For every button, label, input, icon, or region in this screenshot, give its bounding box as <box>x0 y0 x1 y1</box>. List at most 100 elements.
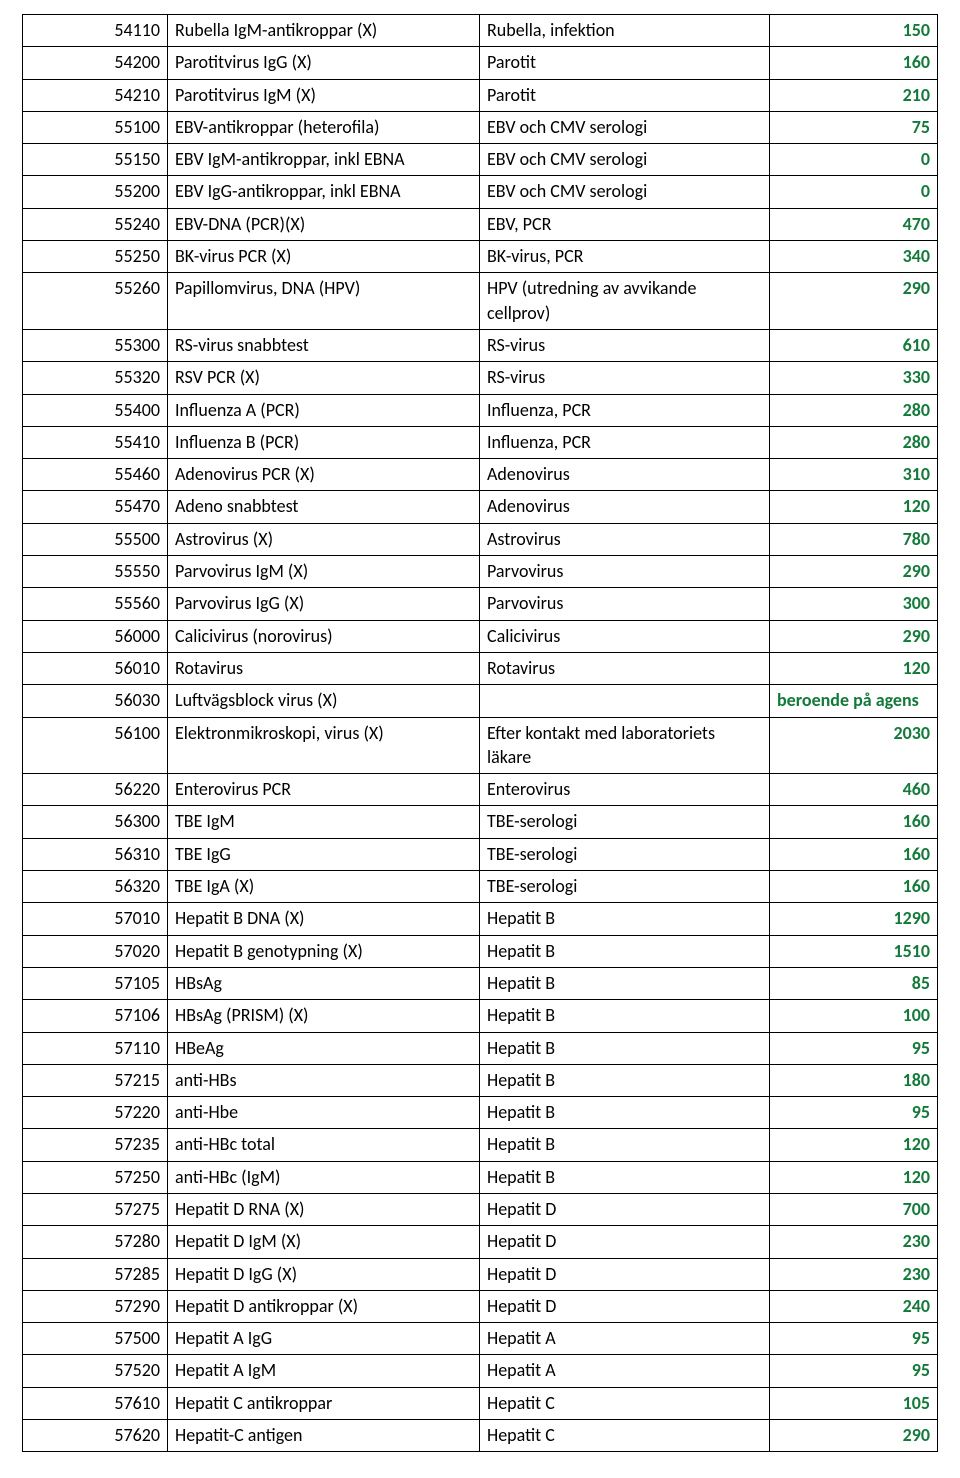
price-cell: 290 <box>770 1420 938 1452</box>
price-cell: 2030 <box>770 717 938 774</box>
code-cell: 55460 <box>23 459 168 491</box>
code-cell: 57620 <box>23 1420 168 1452</box>
category-cell: Influenza, PCR <box>480 394 770 426</box>
category-cell: Hepatit C <box>480 1387 770 1419</box>
price-cell: 95 <box>770 1032 938 1064</box>
name-cell: anti-HBs <box>168 1064 480 1096</box>
table-row: 57620Hepatit-C antigenHepatit C290 <box>23 1420 938 1452</box>
code-cell: 57105 <box>23 967 168 999</box>
price-cell: 340 <box>770 241 938 273</box>
category-cell: Hepatit B <box>480 903 770 935</box>
price-cell: 160 <box>770 838 938 870</box>
category-cell: Rubella, infektion <box>480 15 770 47</box>
price-cell: 330 <box>770 362 938 394</box>
category-cell: Hepatit D <box>480 1290 770 1322</box>
price-cell: 150 <box>770 15 938 47</box>
table-row: 55150EBV IgM-antikroppar, inkl EBNAEBV o… <box>23 144 938 176</box>
code-cell: 57010 <box>23 903 168 935</box>
name-cell: EBV-DNA (PCR)(X) <box>168 208 480 240</box>
price-cell: 310 <box>770 459 938 491</box>
name-cell: Hepatit C antikroppar <box>168 1387 480 1419</box>
name-cell: HBsAg <box>168 967 480 999</box>
table-row: 57500Hepatit A IgGHepatit A95 <box>23 1323 938 1355</box>
code-cell: 55250 <box>23 241 168 273</box>
name-cell: RS-virus snabbtest <box>168 329 480 361</box>
table-row: 57235anti-HBc totalHepatit B120 <box>23 1129 938 1161</box>
code-cell: 56030 <box>23 685 168 717</box>
name-cell: Calicivirus (norovirus) <box>168 620 480 652</box>
name-cell: Influenza A (PCR) <box>168 394 480 426</box>
name-cell: RSV PCR (X) <box>168 362 480 394</box>
name-cell: BK-virus PCR (X) <box>168 241 480 273</box>
table-row: 55550Parvovirus IgM (X)Parvovirus290 <box>23 556 938 588</box>
price-cell: 95 <box>770 1097 938 1129</box>
category-cell: EBV och CMV serologi <box>480 144 770 176</box>
table-row: 57520Hepatit A IgMHepatit A95 <box>23 1355 938 1387</box>
table-row: 56300TBE IgMTBE-serologi160 <box>23 806 938 838</box>
table-row: 57290Hepatit D antikroppar (X)Hepatit D2… <box>23 1290 938 1322</box>
category-cell: Hepatit B <box>480 1000 770 1032</box>
price-cell: 0 <box>770 176 938 208</box>
table-row: 57610Hepatit C antikropparHepatit C105 <box>23 1387 938 1419</box>
price-cell: 120 <box>770 1129 938 1161</box>
price-cell: 460 <box>770 774 938 806</box>
name-cell: Parvovirus IgG (X) <box>168 588 480 620</box>
category-cell: TBE-serologi <box>480 838 770 870</box>
table-row: 56010RotavirusRotavirus120 <box>23 652 938 684</box>
table-row: 57220anti-HbeHepatit B95 <box>23 1097 938 1129</box>
category-cell: Astrovirus <box>480 523 770 555</box>
category-cell: BK-virus, PCR <box>480 241 770 273</box>
table-row: 55320RSV PCR (X)RS-virus330 <box>23 362 938 394</box>
category-cell: Parotit <box>480 79 770 111</box>
code-cell: 57285 <box>23 1258 168 1290</box>
table-row: 57105HBsAgHepatit B85 <box>23 967 938 999</box>
code-cell: 57520 <box>23 1355 168 1387</box>
price-cell: 105 <box>770 1387 938 1419</box>
name-cell: Rotavirus <box>168 652 480 684</box>
price-cell: 700 <box>770 1193 938 1225</box>
table-row: 55460Adenovirus PCR (X)Adenovirus310 <box>23 459 938 491</box>
table-row: 57106HBsAg (PRISM) (X)Hepatit B100 <box>23 1000 938 1032</box>
category-cell: Hepatit A <box>480 1355 770 1387</box>
price-cell: 75 <box>770 111 938 143</box>
category-cell: Parvovirus <box>480 556 770 588</box>
price-cell: 290 <box>770 273 938 330</box>
code-cell: 57215 <box>23 1064 168 1096</box>
table-row: 57215anti-HBsHepatit B180 <box>23 1064 938 1096</box>
code-cell: 55470 <box>23 491 168 523</box>
category-cell: TBE-serologi <box>480 806 770 838</box>
code-cell: 56100 <box>23 717 168 774</box>
name-cell: Parotitvirus IgM (X) <box>168 79 480 111</box>
price-cell: 160 <box>770 47 938 79</box>
category-cell: EBV och CMV serologi <box>480 111 770 143</box>
category-cell: Hepatit B <box>480 935 770 967</box>
table-row: 55260Papillomvirus, DNA (HPV)HPV (utredn… <box>23 273 938 330</box>
name-cell: Influenza B (PCR) <box>168 426 480 458</box>
category-cell: Rotavirus <box>480 652 770 684</box>
code-cell: 57610 <box>23 1387 168 1419</box>
price-cell: 280 <box>770 426 938 458</box>
name-cell: TBE IgA (X) <box>168 871 480 903</box>
price-cell: 240 <box>770 1290 938 1322</box>
category-cell: Parotit <box>480 47 770 79</box>
table-row: 57020Hepatit B genotypning (X)Hepatit B1… <box>23 935 938 967</box>
category-cell: TBE-serologi <box>480 871 770 903</box>
price-cell: 210 <box>770 79 938 111</box>
code-cell: 56310 <box>23 838 168 870</box>
price-cell: 95 <box>770 1355 938 1387</box>
price-cell: 85 <box>770 967 938 999</box>
table-row: 55100 EBV-antikroppar (heterofila)EBV oc… <box>23 111 938 143</box>
name-cell: Hepatit B genotypning (X) <box>168 935 480 967</box>
code-cell: 57500 <box>23 1323 168 1355</box>
name-cell: Rubella IgM-antikroppar (X) <box>168 15 480 47</box>
table-row: 55200EBV IgG-antikroppar, inkl EBNAEBV o… <box>23 176 938 208</box>
table-row: 57250anti-HBc (IgM)Hepatit B120 <box>23 1161 938 1193</box>
name-cell: anti-HBc total <box>168 1129 480 1161</box>
table-row: 55400Influenza A (PCR)Influenza, PCR280 <box>23 394 938 426</box>
category-cell: Adenovirus <box>480 459 770 491</box>
code-cell: 55320 <box>23 362 168 394</box>
code-cell: 55260 <box>23 273 168 330</box>
table-row: 56220Enterovirus PCREnterovirus460 <box>23 774 938 806</box>
code-cell: 55150 <box>23 144 168 176</box>
code-cell: 57290 <box>23 1290 168 1322</box>
